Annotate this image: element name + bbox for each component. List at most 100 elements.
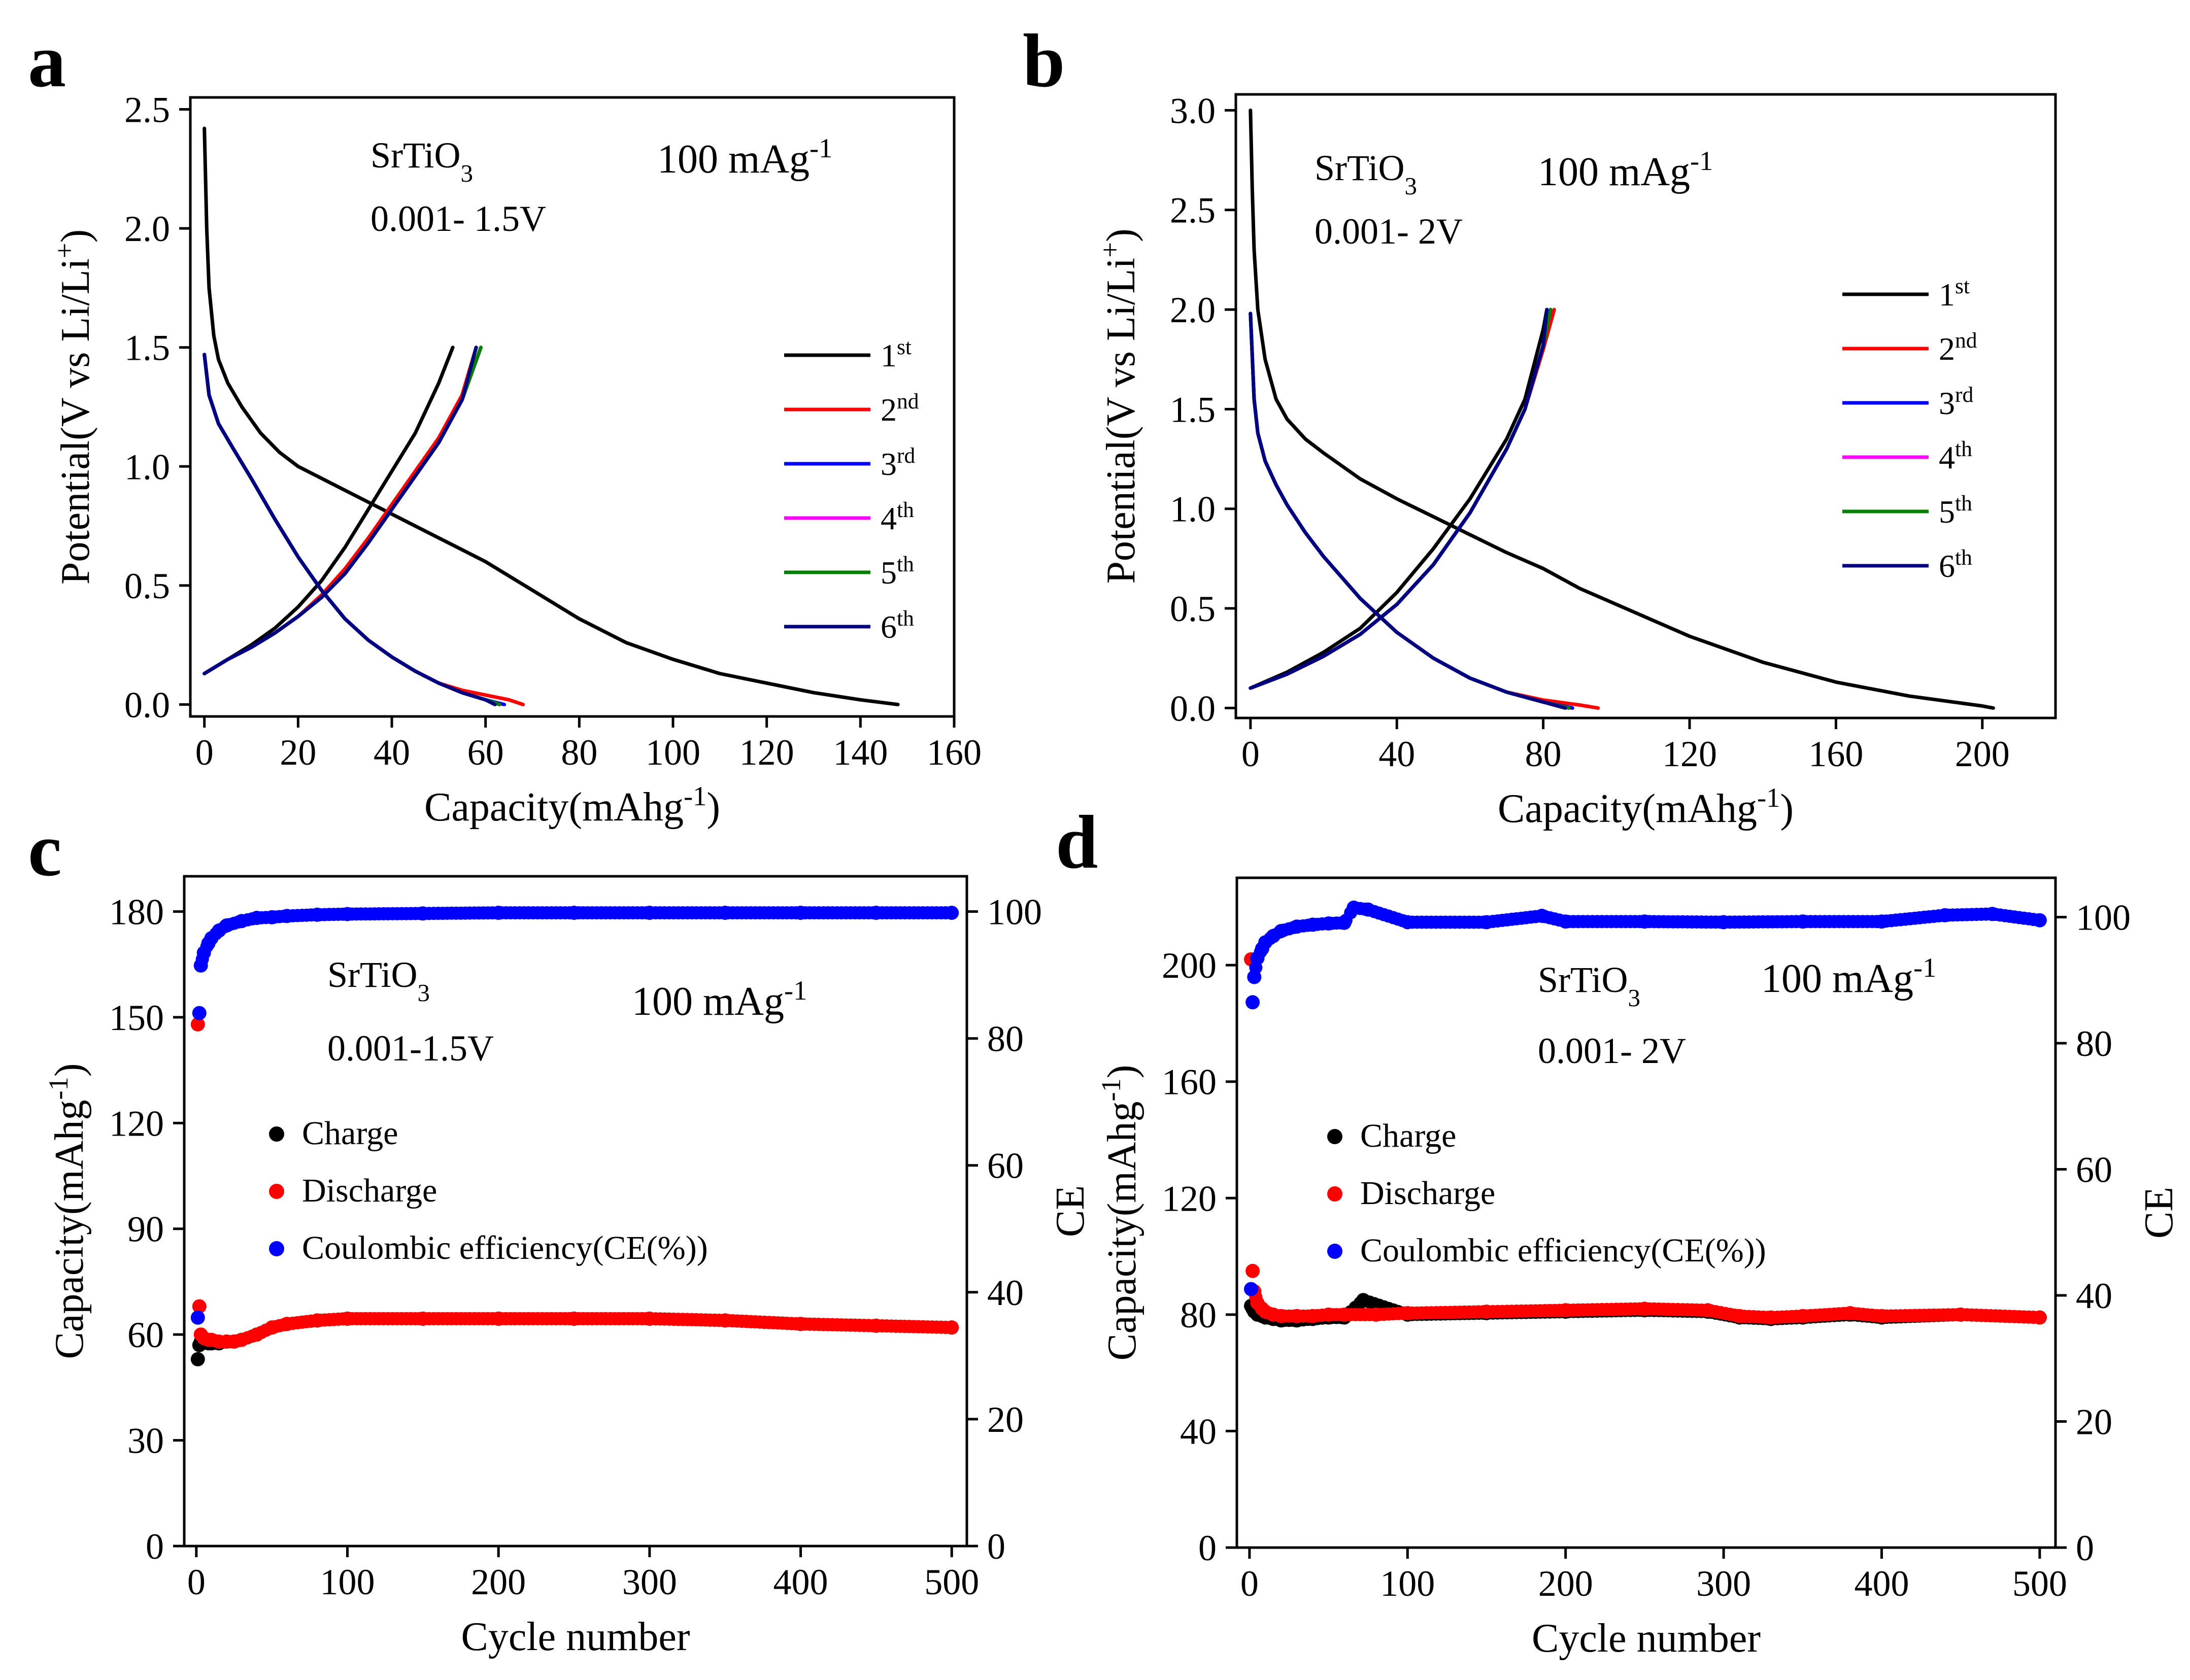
y-axis-label-part: + — [1095, 242, 1125, 258]
y-tick-label: 160 — [1162, 1062, 1217, 1103]
y-axis-label-part: -1 — [1096, 1078, 1126, 1101]
material-annotation: SrTiO3 — [370, 135, 473, 187]
legend-label: 4th — [881, 498, 914, 536]
y2-tick-label: 20 — [987, 1399, 1024, 1440]
current-density-annotation: 100 mAg-1 — [657, 133, 832, 182]
legend-label-part: 1 — [1939, 277, 1955, 313]
series-line — [1249, 108, 1995, 710]
series-line — [1249, 307, 1556, 690]
x-tick-label: 300 — [1696, 1563, 1751, 1604]
data-point — [1254, 945, 1267, 958]
y2-tick-label: 60 — [2076, 1150, 2112, 1190]
panel-label: a — [28, 19, 66, 103]
y-tick-label: 1.5 — [124, 328, 170, 368]
data-point — [192, 1299, 207, 1314]
y-axis-label-part: Capacity(mAhg — [47, 1100, 92, 1359]
data-point — [789, 906, 803, 919]
data-point — [200, 940, 214, 953]
x-axis-label: Cycle number — [1532, 1616, 1761, 1661]
panel-d: d0 100 200 300 400 50004080120160200020406080… — [1056, 800, 2181, 1661]
y-axis-label-part: ) — [1099, 228, 1143, 242]
y-tick-label: 120 — [109, 1103, 164, 1144]
data-layer — [190, 906, 959, 1366]
y-axis-label-part: + — [49, 243, 80, 259]
y2-tick-label: 100 — [987, 892, 1042, 933]
data-point — [192, 1006, 207, 1020]
y-axis-label-part: ) — [53, 229, 98, 243]
legend-label: Coulombic efficiency(CE(%)) — [302, 1229, 708, 1266]
voltage-window-annotation: 0.001- 1.5V — [370, 198, 546, 239]
y-axis-label-part: Potential(V vs Li/Li — [1099, 258, 1143, 584]
legend-label-part: nd — [897, 389, 919, 414]
y-tick-label: 150 — [109, 998, 164, 1038]
x-axis-label-part: ) — [1780, 786, 1794, 831]
current-density-annotation-part: 100 mAg — [1761, 956, 1913, 1001]
y2-tick-label: 20 — [2076, 1402, 2112, 1443]
legend-label-part: 4 — [1939, 439, 1955, 475]
plot-frame — [1235, 876, 2057, 1549]
current-density-annotation-part: -1 — [810, 133, 832, 163]
x-tick-label: 40 — [1378, 734, 1415, 774]
y-tick-label: 2.0 — [124, 209, 170, 249]
series-line — [203, 346, 483, 675]
series-line — [1249, 312, 1567, 710]
x-tick-label: 200 — [471, 1562, 526, 1602]
data-point — [1301, 918, 1315, 932]
legend-label-part: rd — [897, 443, 915, 468]
y2-tick-label: 100 — [2076, 898, 2131, 938]
data-point — [195, 952, 209, 966]
data-point — [1245, 1263, 1260, 1278]
voltage-window-annotation: 0.001- 2V — [1315, 211, 1463, 252]
y-tick-label: 1.0 — [1170, 489, 1216, 530]
legend-marker — [1327, 1186, 1342, 1202]
x-tick-label: 200 — [1538, 1563, 1593, 1604]
legend-label: 5th — [1939, 491, 1972, 530]
y2-tick-label: 80 — [2076, 1023, 2112, 1064]
x-tick-label: 20 — [280, 732, 316, 773]
x-tick-label: 400 — [773, 1562, 828, 1602]
legend-label: 2nd — [1939, 328, 1977, 367]
legend-marker — [1327, 1129, 1342, 1144]
panel-c: c0 100 200 300 400 50003060901201501800204060… — [28, 808, 1093, 1659]
series-line — [203, 126, 900, 706]
legend-label-part: st — [1955, 274, 1970, 298]
data-point — [1396, 1307, 1409, 1320]
x-tick-label: 120 — [739, 732, 794, 773]
legend-label: Coulombic efficiency(CE(%)) — [1360, 1232, 1766, 1269]
data-point — [2031, 1311, 2045, 1324]
current-density-annotation-part: 100 mAg — [632, 979, 784, 1024]
y-axis-label: Capacity(mAhg-1) — [1096, 1065, 1144, 1361]
data-point — [563, 1312, 577, 1325]
data-point — [190, 1310, 205, 1325]
data-layer — [203, 126, 900, 706]
y-tick-label: 2.5 — [1170, 190, 1216, 231]
x-tick-label: 0 — [1240, 1563, 1259, 1604]
legend-marker — [1327, 1244, 1342, 1259]
y-tick-label: 200 — [1162, 945, 1217, 986]
current-density-annotation: 100 mAg-1 — [632, 975, 807, 1024]
y-tick-label: 3.0 — [1170, 90, 1216, 131]
series-line — [1249, 307, 1549, 690]
current-density-annotation: 100 mAg-1 — [1538, 146, 1713, 194]
y2-tick-label: 40 — [2076, 1276, 2112, 1316]
y2-axis-label: CE — [1048, 1185, 1093, 1237]
y-axis-label-part: ) — [47, 1064, 92, 1077]
material-annotation-part: SrTiO — [1538, 959, 1628, 1000]
legend-label-part: th — [897, 606, 914, 631]
y2-tick-label: 40 — [987, 1273, 1024, 1313]
y-tick-label: 80 — [1180, 1295, 1217, 1335]
panel-label: c — [28, 808, 62, 892]
panel-label: b — [1023, 19, 1065, 103]
legend-label-part: 6 — [881, 609, 897, 645]
x-tick-label: 0 — [195, 732, 214, 773]
legend-label: 4th — [1939, 437, 1972, 475]
legend-label: 1st — [881, 335, 912, 373]
x-axis-label-part: ) — [706, 785, 720, 830]
legend-label-part: 1 — [881, 337, 897, 373]
y-tick-label: 0.5 — [1170, 589, 1216, 629]
legend-label: 6th — [881, 606, 914, 645]
plot-frame — [183, 875, 968, 1548]
material-annotation: SrTiO3 — [1315, 148, 1417, 200]
x-tick-label: 100 — [1380, 1563, 1435, 1604]
legend-label-part: st — [897, 335, 912, 359]
